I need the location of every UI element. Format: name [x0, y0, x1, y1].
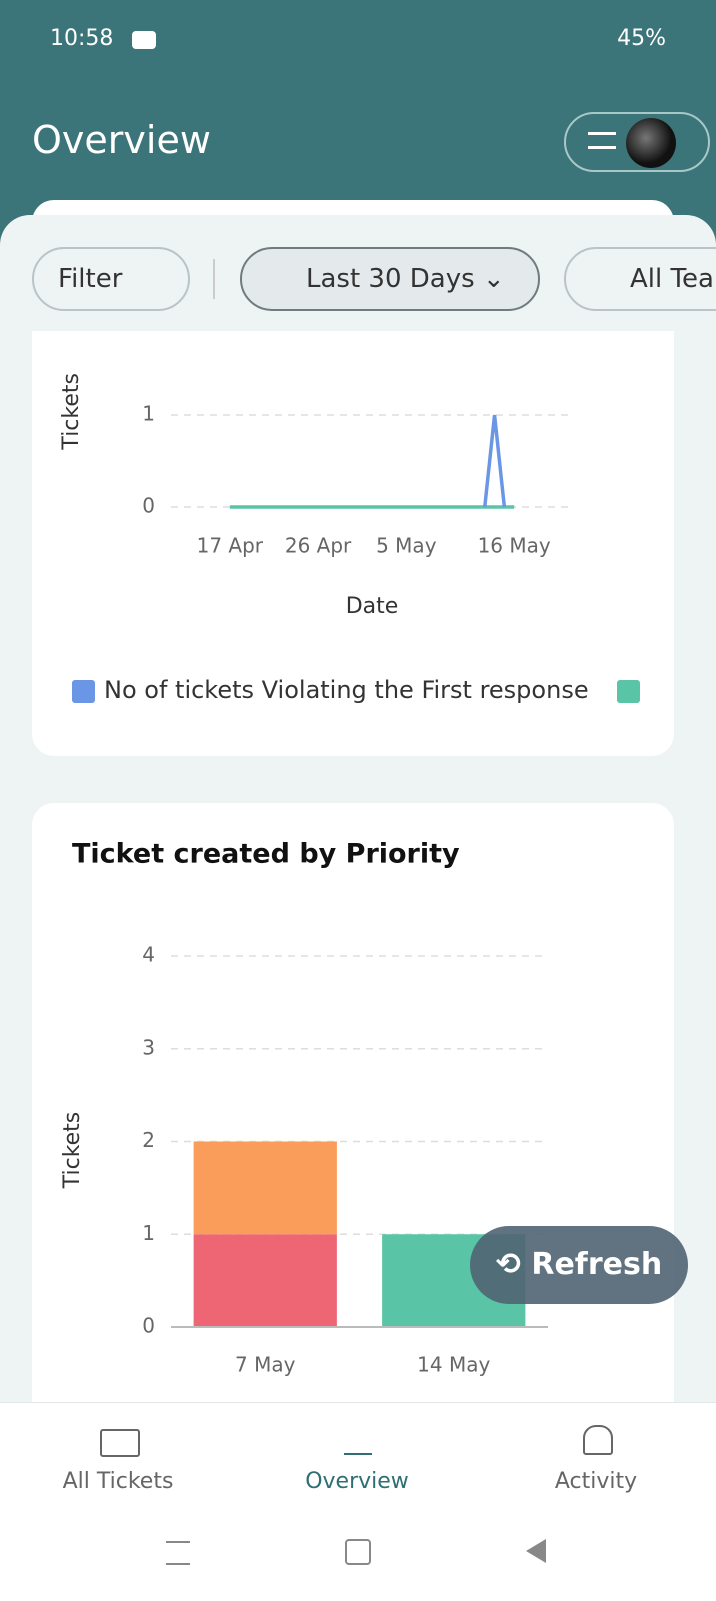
date-label: Last 30 Days: [306, 264, 475, 294]
y-tick-label: 3: [142, 1035, 155, 1059]
sys-menu[interactable]: [166, 1541, 190, 1565]
youtube-icon: [132, 31, 156, 49]
x-axis-label: Date: [346, 594, 399, 619]
y-tick-label: 2: [142, 1128, 155, 1152]
y-tick-label: 0: [142, 494, 155, 518]
nav-label[interactable]: Activity: [554, 1469, 638, 1494]
divider: [213, 259, 215, 299]
team-chip[interactable]: All Teams: [564, 247, 716, 311]
menu-button[interactable]: [564, 112, 710, 172]
activity-icon: [583, 1425, 613, 1455]
legend-swatch: [617, 680, 640, 703]
status-time: 10:58: [50, 26, 114, 51]
y-tick-label: 4: [142, 943, 155, 967]
date-chip[interactable]: Last 30 Days ⌄: [240, 247, 540, 311]
x-tick-label: 16 May: [478, 534, 551, 558]
page-title: Overview: [32, 118, 211, 162]
nav-label[interactable]: Overview: [305, 1469, 409, 1494]
filter-chip[interactable]: Filter: [32, 247, 190, 311]
y-tick-label: 1: [142, 1221, 155, 1245]
sys-home[interactable]: [345, 1539, 371, 1565]
y-tick-label: 1: [142, 402, 155, 426]
card: [32, 803, 674, 1523]
x-tick-label: 7 May: [235, 1353, 296, 1377]
y-tick-label: 0: [142, 1314, 155, 1338]
filter-bar: Filter Last 30 Days ⌄ All Teams: [0, 215, 716, 331]
team-label: All Teams: [630, 264, 716, 294]
x-tick-label: 17 Apr: [197, 534, 264, 558]
avatar[interactable]: [626, 118, 676, 168]
status-battery: 45%: [617, 26, 666, 51]
refresh-label: Refresh: [531, 1247, 663, 1282]
line-series: [483, 414, 507, 508]
x-tick-label: 14 May: [417, 1353, 490, 1377]
x-tick-label: 5 May: [376, 534, 437, 558]
overview-icon: [344, 1425, 372, 1455]
bar-segment: [193, 1234, 337, 1327]
card: [32, 200, 674, 756]
nav-label[interactable]: All Tickets: [62, 1469, 174, 1494]
legend-label: No of tickets Violating the First respon…: [104, 676, 589, 704]
sys-back[interactable]: [526, 1539, 546, 1563]
chart-title: Ticket created by Priority: [72, 839, 460, 870]
y-axis-label: Tickets: [60, 1112, 85, 1190]
bottom-nav: All Tickets Overview Activity: [0, 1402, 716, 1601]
tickets-icon: [100, 1429, 140, 1457]
bar-segment: [193, 1141, 337, 1235]
x-tick-label: 26 Apr: [285, 534, 352, 558]
refresh-button[interactable]: ⟲ Refresh: [470, 1226, 688, 1304]
filter-label: Filter: [58, 264, 123, 294]
y-axis-label: Tickets: [59, 373, 84, 451]
legend-swatch: [72, 680, 95, 703]
